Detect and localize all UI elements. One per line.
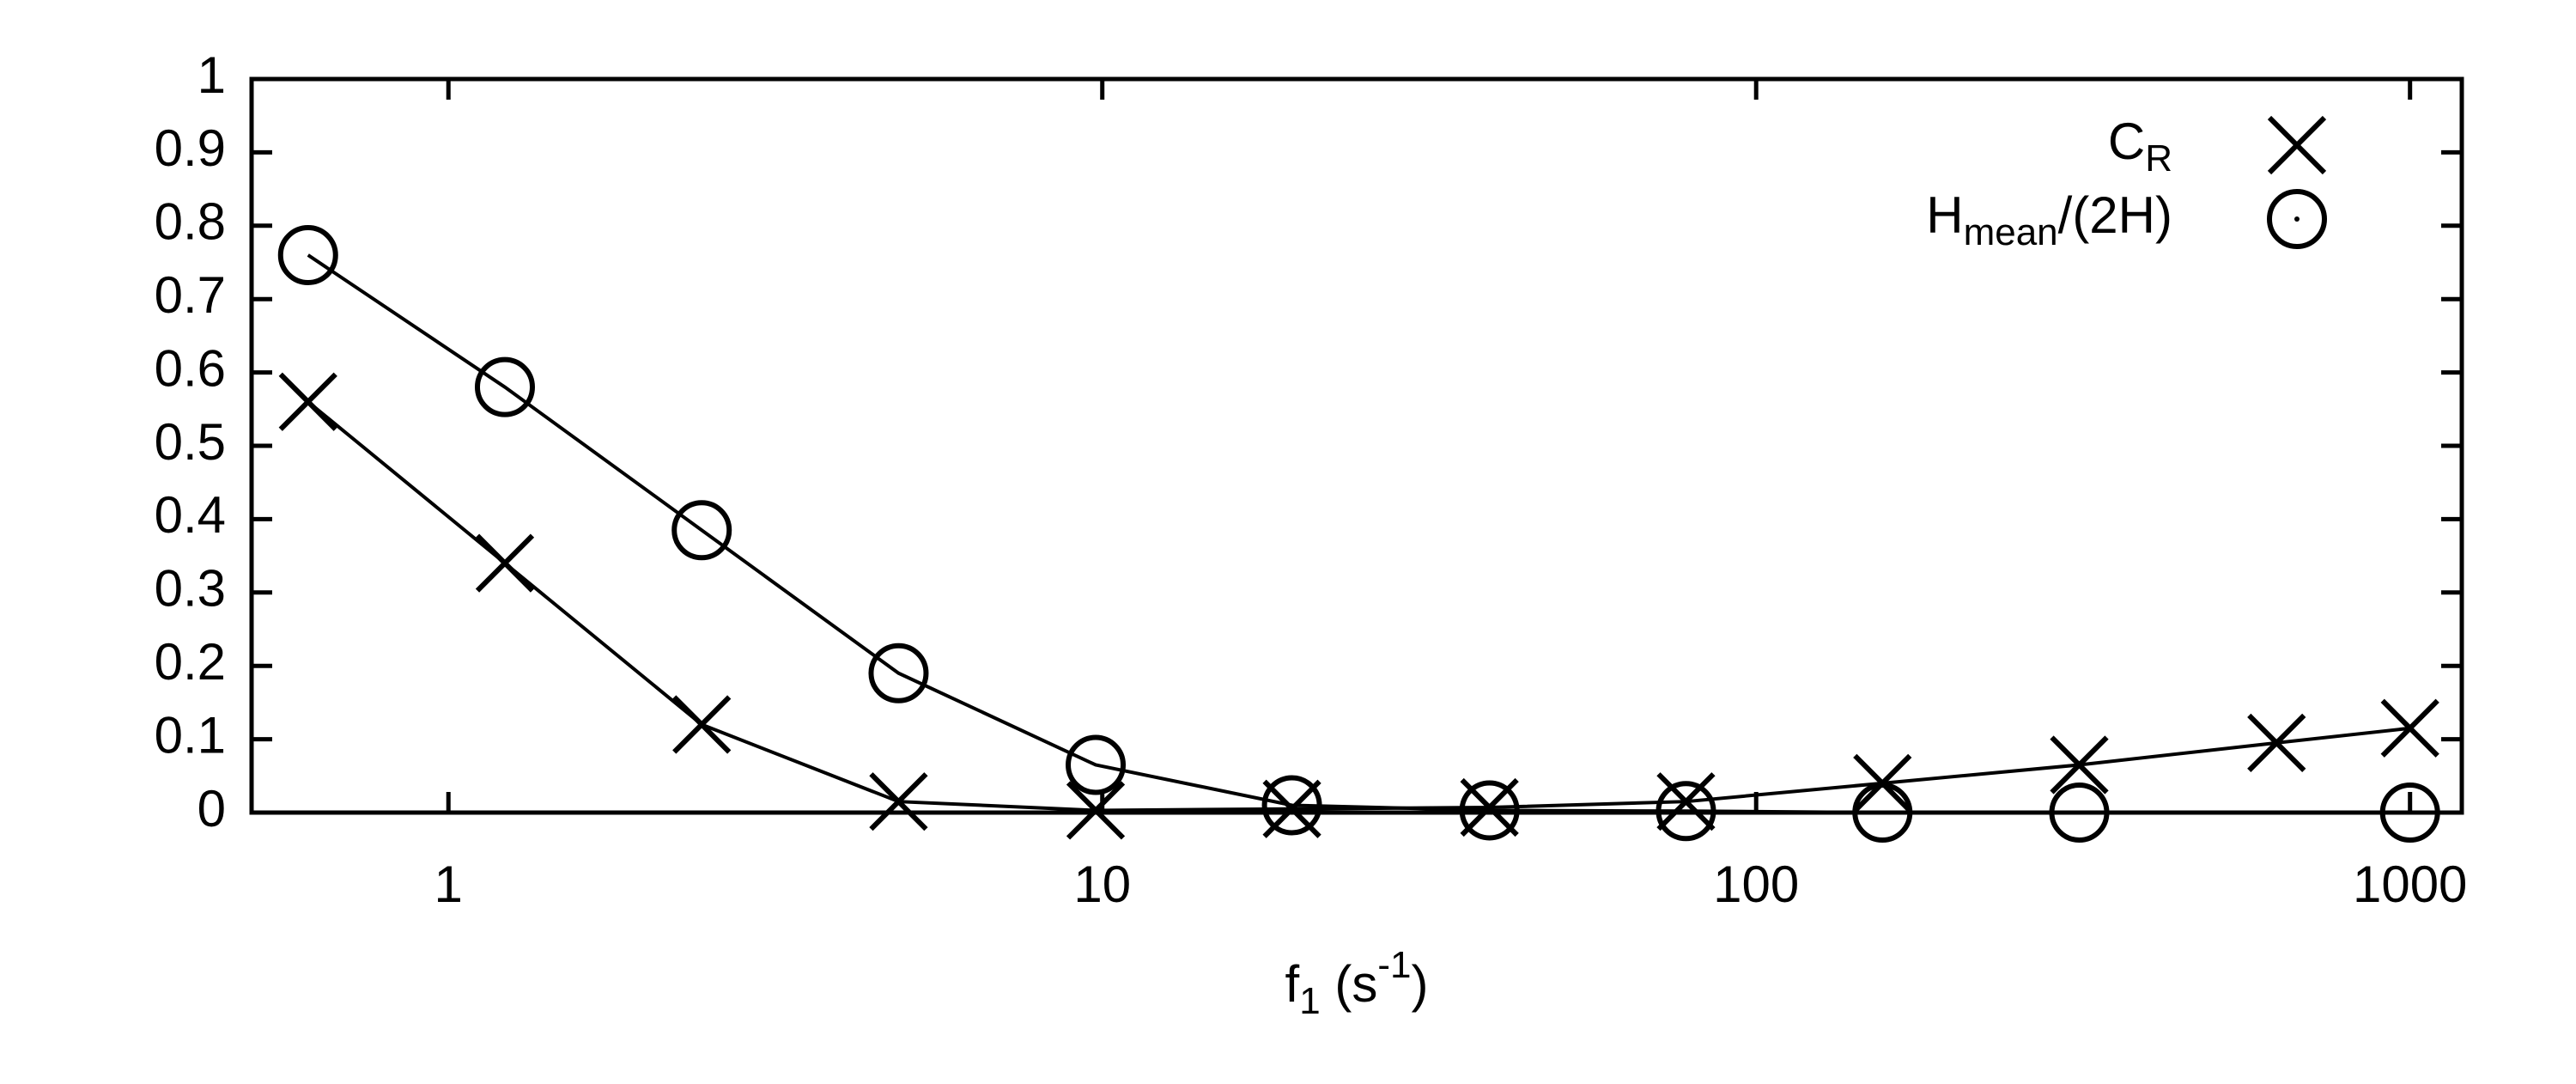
- x-tick-label: 10: [1073, 856, 1131, 913]
- marker-circle: [474, 356, 535, 417]
- legend-label: CR: [2108, 113, 2172, 180]
- series-line: [307, 253, 2410, 814]
- marker-circle: [1852, 783, 1913, 843]
- y-tick-label: 0.4: [155, 486, 226, 544]
- legend-marker-dot: [2294, 216, 2300, 222]
- x-axis-label-part: -1: [1377, 944, 1411, 986]
- marker-circle: [1261, 775, 1322, 836]
- y-tick-label: 0.7: [155, 266, 226, 324]
- marker-x: [672, 695, 732, 754]
- marker-circle: [2049, 783, 2110, 843]
- y-tick-label: 0.9: [155, 119, 226, 177]
- y-tick-label: 1: [197, 46, 226, 104]
- legend-label-part: /(2H): [2058, 186, 2172, 244]
- marker-x: [1656, 772, 1716, 831]
- marker-circle: [1066, 734, 1127, 795]
- legend-label-part: H: [1926, 186, 1963, 244]
- y-tick-label: 0.3: [155, 560, 226, 618]
- x-axis-label-part: (s: [1321, 955, 1378, 1013]
- x-tick-label: 1: [434, 856, 463, 913]
- legend-marker: [2267, 189, 2327, 249]
- legend-label-part: mean: [1964, 211, 2058, 253]
- x-axis-label-part: f: [1285, 955, 1300, 1013]
- legend-label-part: R: [2145, 137, 2172, 180]
- y-tick-label: 0: [197, 780, 226, 837]
- x-axis-label-part: ): [1411, 955, 1428, 1013]
- y-tick-label: 0.5: [155, 413, 226, 471]
- legend-marker: [2267, 115, 2327, 175]
- marker-circle: [1459, 780, 1520, 841]
- marker-x: [2050, 735, 2109, 795]
- marker-circle: [1656, 781, 1716, 842]
- marker-x: [869, 772, 928, 831]
- x-axis-label: f1 (s-1): [1285, 944, 1429, 1022]
- marker-x: [278, 372, 337, 431]
- marker-x: [1066, 781, 1126, 840]
- marker-x: [2380, 698, 2439, 758]
- y-tick-label: 0.6: [155, 339, 226, 397]
- legend-label: Hmean/(2H): [1926, 186, 2172, 253]
- y-tick-label: 0.1: [155, 706, 226, 764]
- marker-x: [475, 533, 535, 593]
- marker-circle: [2379, 783, 2440, 843]
- x-tick-label: 1000: [2353, 856, 2467, 913]
- y-tick-label: 0.2: [155, 633, 226, 691]
- marker-circle: [671, 500, 732, 561]
- marker-circle: [277, 224, 338, 285]
- x-tick-label: 100: [1713, 856, 1799, 913]
- marker-x: [2247, 713, 2306, 772]
- y-tick-label: 0.8: [155, 193, 226, 251]
- x-axis-label-part: 1: [1299, 980, 1320, 1022]
- legend-label-part: C: [2108, 113, 2145, 170]
- marker-circle: [868, 642, 929, 703]
